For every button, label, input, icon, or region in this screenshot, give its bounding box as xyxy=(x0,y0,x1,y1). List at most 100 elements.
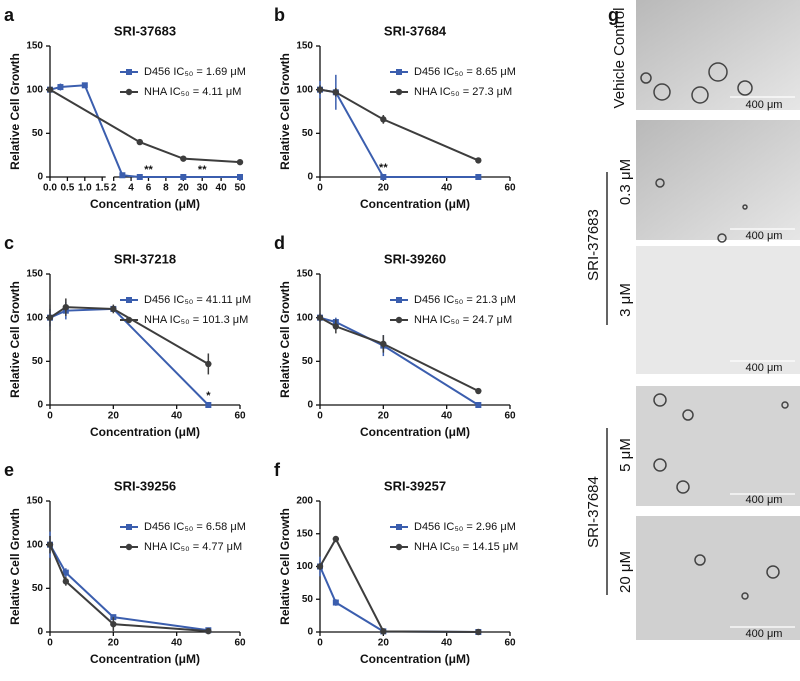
scale-bar-label: 400 μm xyxy=(746,494,783,506)
y-tick-label: 50 xyxy=(302,356,314,367)
y-tick-label: 100 xyxy=(296,561,313,572)
x-axis-label: Concentration (μM) xyxy=(90,197,200,211)
y-tick-label: 150 xyxy=(26,496,43,507)
legend-marker xyxy=(126,297,132,303)
x-tick-label: 2 xyxy=(111,183,117,194)
dose-label: 3 μM xyxy=(617,283,634,317)
legend-label: NHA IC₅₀ = 4.77 μM xyxy=(144,541,242,553)
y-tick-label: 0 xyxy=(307,172,313,183)
x-tick-label: 20 xyxy=(108,638,120,649)
legend-marker xyxy=(395,316,403,324)
dose-label: 5 μM xyxy=(617,438,634,472)
data-point xyxy=(205,627,212,635)
x-axis-label: Concentration (μM) xyxy=(90,425,200,439)
micrograph xyxy=(636,0,800,110)
x-tick-label: 0.0 xyxy=(43,183,57,194)
panel-label: a xyxy=(4,5,15,25)
legend-marker xyxy=(125,316,133,324)
data-point xyxy=(475,402,482,408)
data-point xyxy=(81,82,88,89)
x-tick-label: 60 xyxy=(504,183,516,194)
y-tick-label: 100 xyxy=(296,312,313,323)
series-line xyxy=(49,306,209,365)
y-tick-label: 150 xyxy=(26,41,43,52)
data-point xyxy=(46,314,54,321)
panel-label: d xyxy=(274,233,285,253)
data-point xyxy=(180,174,187,180)
annotation: ** xyxy=(379,162,388,174)
scale-bar-label: 400 μm xyxy=(746,362,783,374)
data-point xyxy=(119,172,126,179)
y-tick-label: 50 xyxy=(302,594,314,605)
data-point xyxy=(136,138,143,146)
scale-bar-label: 400 μm xyxy=(746,628,783,640)
y-tick-label: 0 xyxy=(37,627,43,638)
y-axis-label: Relative Cell Growth xyxy=(8,281,22,398)
x-tick-label: 1.0 xyxy=(78,183,92,194)
data-point xyxy=(332,535,340,543)
row-label: Vehicle Control xyxy=(611,8,628,109)
group-label: SRI-37684 xyxy=(585,476,602,548)
legend-marker xyxy=(126,69,132,75)
y-tick-label: 50 xyxy=(302,128,314,139)
x-tick-label: 20 xyxy=(378,411,390,422)
x-tick-label: 30 xyxy=(197,183,209,194)
y-tick-label: 100 xyxy=(296,84,313,95)
series-line xyxy=(319,566,479,633)
annotation: * xyxy=(206,390,211,402)
legend-marker xyxy=(126,524,132,530)
legend-marker xyxy=(125,543,133,551)
dose-label: 20 μM xyxy=(617,551,634,593)
data-point xyxy=(475,157,482,164)
y-axis-label: Relative Cell Growth xyxy=(8,53,22,170)
data-point xyxy=(475,387,482,395)
data-point xyxy=(316,86,324,93)
panel-label: c xyxy=(4,233,14,253)
x-tick-label: 40 xyxy=(441,638,453,649)
data-point xyxy=(62,569,69,576)
data-point xyxy=(380,340,387,348)
data-point xyxy=(46,541,54,548)
panel-label: b xyxy=(274,5,285,25)
series-line xyxy=(319,536,479,633)
series-line xyxy=(49,544,209,632)
x-tick-label: 20 xyxy=(378,183,390,194)
data-point xyxy=(332,323,340,330)
legend-label: D456 IC₅₀ = 2.96 μM xyxy=(414,521,516,533)
data-point xyxy=(180,155,187,162)
x-tick-label: 4 xyxy=(128,183,134,194)
y-axis-label: Relative Cell Growth xyxy=(8,508,22,625)
data-point xyxy=(332,89,340,96)
chart-title: SRI-39260 xyxy=(384,251,446,266)
data-point xyxy=(332,599,339,606)
y-tick-label: 0 xyxy=(37,400,43,411)
data-point xyxy=(57,84,64,91)
legend-marker xyxy=(396,524,402,530)
y-tick-label: 150 xyxy=(26,269,43,280)
data-point xyxy=(110,305,117,313)
x-tick-label: 40 xyxy=(441,183,453,194)
legend-label: D456 IC₅₀ = 41.11 μM xyxy=(144,294,251,306)
chart-title: SRI-37218 xyxy=(114,251,176,266)
x-tick-label: 0 xyxy=(47,411,53,422)
data-point xyxy=(236,158,244,166)
series-line xyxy=(49,544,209,633)
x-axis-label: Concentration (μM) xyxy=(90,652,200,666)
series-line xyxy=(319,316,479,406)
scale-bar-lines xyxy=(730,96,795,628)
legend-marker xyxy=(395,88,403,96)
x-tick-label: 20 xyxy=(378,638,390,649)
data-point xyxy=(237,174,243,180)
image-panel: g 400 μm 400 μm 400 μm 400 μm 400 μm Veh… xyxy=(585,0,800,640)
x-tick-label: 40 xyxy=(171,411,183,422)
series-line xyxy=(319,88,479,162)
legend-label: NHA IC₅₀ = 101.3 μM xyxy=(144,314,248,326)
y-tick-label: 50 xyxy=(32,356,44,367)
y-tick-label: 100 xyxy=(26,312,43,323)
chart-title: SRI-39256 xyxy=(114,478,176,493)
x-tick-label: 60 xyxy=(504,411,516,422)
x-tick-label: 1.5 xyxy=(95,183,109,194)
legend-marker xyxy=(396,69,402,75)
x-tick-label: 6 xyxy=(146,183,152,194)
